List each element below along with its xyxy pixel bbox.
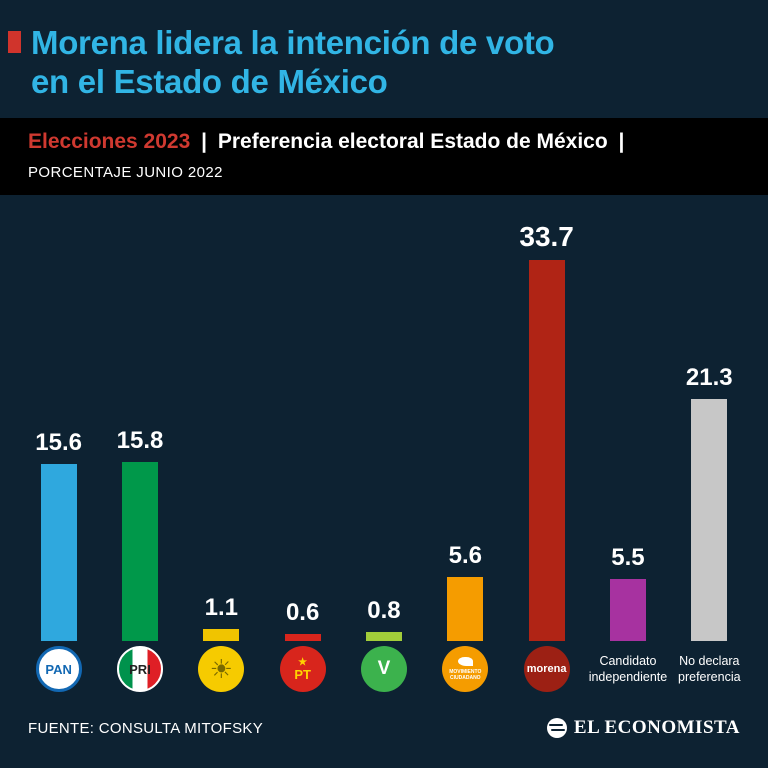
value-label-mc: 5.6 — [448, 542, 482, 570]
value-label-independiente: 5.5 — [611, 544, 645, 572]
value-label-pri: 15.8 — [116, 427, 164, 455]
bar-morena — [528, 260, 565, 642]
logo-slot-verde: V — [343, 641, 424, 699]
page-title: Morena lidera la intención de voto en el… — [31, 24, 555, 101]
axis-label-independiente: Candidato independiente — [588, 654, 668, 685]
logo-slot-prd: ☀ — [181, 641, 262, 699]
value-label-verde: 0.8 — [367, 597, 401, 625]
logo-slot-pan: PAN — [18, 641, 99, 699]
logo-slot-pri: PRI — [99, 641, 180, 699]
title-line-2: en el Estado de México — [31, 62, 388, 100]
logo-slot-mc: MOVIMIENTO CIUDADANO — [425, 641, 506, 699]
chart-column-pan: 15.6 PAN — [18, 221, 99, 699]
party-logo-mc-icon: MOVIMIENTO CIUDADANO — [442, 646, 489, 693]
chart-column-verde: 0.8 V — [343, 221, 424, 699]
edition-label: Elecciones 2023 — [28, 130, 191, 154]
eagle-icon — [457, 656, 473, 666]
chart-column-no-declara: 21.3 No declara preferencia — [669, 221, 750, 699]
chart-column-morena: 33.7 morena — [506, 221, 587, 699]
value-label-prd: 1.1 — [204, 594, 238, 622]
value-label-pan: 15.6 — [35, 429, 83, 457]
party-logo-pt-icon: ★ PT — [279, 646, 326, 693]
party-logo-prd-icon: ☀ — [198, 646, 245, 693]
bar-verde — [365, 632, 402, 642]
bar-chart: 15.6 PAN 15.8 PRI 1.1 ☀ 0.6 ★ PT 0.8 V 5.6 MOVIMIENT… — [0, 221, 768, 699]
bar-pt — [284, 634, 321, 642]
bar-independiente — [609, 579, 646, 642]
el-economista-logo-icon — [546, 718, 567, 739]
chart-column-pri: 15.8 PRI — [99, 221, 180, 699]
bar-mc — [447, 577, 484, 642]
bar-pri — [121, 462, 158, 642]
accent-bar — [8, 31, 21, 53]
logo-slot-independiente: Candidato independiente — [587, 641, 668, 699]
footer: FUENTE: CONSULTA MITOFSKY EL ECONOMISTA — [0, 699, 768, 739]
publisher-name: EL ECONOMISTA — [573, 717, 740, 739]
bar-no-declara — [691, 399, 728, 642]
chart-column-pt: 0.6 ★ PT — [262, 221, 343, 699]
value-label-morena: 33.7 — [519, 221, 574, 253]
bar-pan — [40, 464, 77, 642]
party-logo-pan-icon: PAN — [35, 646, 82, 693]
logo-slot-no-declara: No declara preferencia — [669, 641, 750, 699]
publisher-brand: EL ECONOMISTA — [546, 717, 740, 739]
star-icon: ★ — [298, 656, 308, 668]
party-logo-pri-icon: PRI — [116, 646, 163, 693]
subtitle-band: Elecciones 2023 | Preferencia electoral … — [0, 118, 768, 196]
value-label-pt: 0.6 — [285, 599, 320, 627]
axis-label-no-declara: No declara preferencia — [678, 654, 741, 685]
party-logo-morena-icon: morena — [523, 646, 570, 693]
chart-column-mc: 5.6 MOVIMIENTO CIUDADANO — [425, 221, 506, 699]
logo-slot-morena: morena — [506, 641, 587, 699]
party-logo-verde-icon: V — [360, 646, 407, 693]
chart-title: Preferencia electoral Estado de México — [217, 130, 608, 154]
separator: | — [201, 130, 208, 154]
chart-caption: PORCENTAJE JUNIO 2022 — [28, 164, 223, 182]
chart-column-prd: 1.1 ☀ — [181, 221, 262, 699]
source-credit: FUENTE: CONSULTA MITOFSKY — [28, 719, 264, 737]
logo-slot-pt: ★ PT — [262, 641, 343, 699]
subtitle: Elecciones 2023 | Preferencia electoral … — [28, 130, 740, 154]
separator-trailing: | — [618, 130, 625, 154]
value-label-no-declara: 21.3 — [685, 364, 733, 392]
header: Morena lidera la intención de voto en el… — [0, 0, 768, 101]
title-line-1: Morena lidera la intención de voto — [31, 24, 555, 61]
chart-column-independiente: 5.5 Candidato independiente — [587, 221, 668, 699]
bar-prd — [203, 629, 240, 642]
infographic-page: Morena lidera la intención de voto en el… — [0, 0, 768, 739]
